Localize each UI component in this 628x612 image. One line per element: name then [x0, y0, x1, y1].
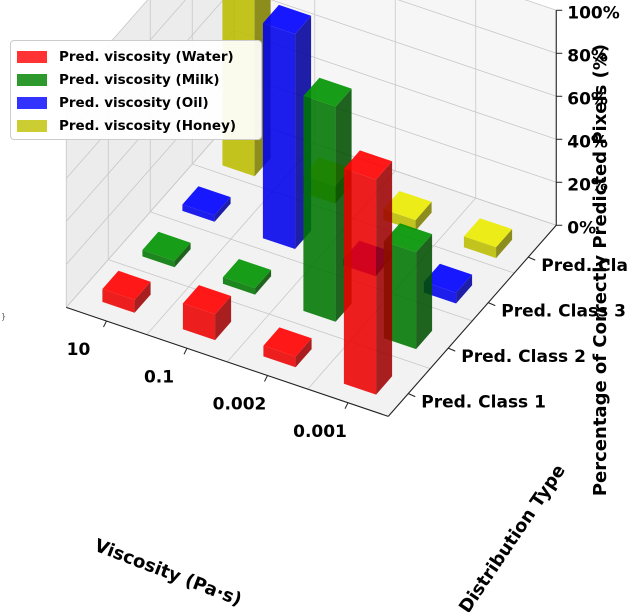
bar-face-top [383, 191, 432, 221]
y-tick-label: Pred. Class 4 [541, 256, 628, 276]
x-tick-label: 0.002 [213, 395, 267, 415]
bar-face-top [303, 77, 352, 107]
bar-face-side [376, 161, 393, 395]
z-tick-label: 80% [567, 46, 608, 66]
tick-labels: 0.001 0.002 0.1 10 Pred. Class 1 Pred. Class … [67, 3, 628, 441]
bar-face-top [463, 218, 513, 248]
legend-label-water: Pred. viscosity (Water) [59, 48, 234, 65]
bar-face-front [343, 168, 377, 395]
bar [222, 259, 272, 295]
legend-swatch-oil [17, 96, 47, 109]
bar-face-top [102, 270, 151, 300]
y-tick-mark [408, 393, 416, 398]
bar-face-top [343, 150, 393, 180]
bar-face-top [423, 263, 473, 293]
bar [102, 270, 151, 313]
legend-item-water: Pred. viscosity (Water) [17, 45, 255, 68]
bar-face-side [174, 242, 191, 268]
bar [182, 186, 231, 222]
z-tick-label: 0% [567, 218, 596, 238]
bar-face-front [262, 23, 296, 250]
bar [142, 231, 191, 268]
bar-face-front [463, 236, 497, 259]
y-tick-label: Pred. Class 1 [421, 393, 546, 413]
x-tick-mark [183, 348, 188, 355]
x-tick-label: 10 [67, 340, 91, 360]
bar-face-side [255, 269, 272, 295]
z-tick-label: 20% [567, 175, 608, 195]
y-tick-label: Pred. Class 3 [501, 302, 626, 322]
y-tick-mark [488, 302, 496, 307]
bar [182, 285, 232, 341]
bar [343, 150, 393, 395]
x-tick-mark [103, 320, 107, 328]
axes-lines [66, 9, 563, 417]
stray-mark: } [1, 312, 7, 321]
bar-face-side [134, 281, 151, 313]
legend-label-honey: Pred. viscosity (Honey) [59, 117, 237, 134]
bar-face-front [142, 250, 175, 268]
legend-label-milk: Pred. viscosity (Milk) [59, 71, 220, 88]
bar-face-top [383, 223, 433, 253]
bar [463, 218, 513, 259]
bar-face-side [416, 234, 433, 350]
legend: Pred. viscosity (Water) Pred. viscosity … [10, 40, 262, 140]
bar-face-front [182, 303, 216, 341]
legend-item-oil: Pred. viscosity (Oil) [17, 91, 255, 114]
bar-face-front [303, 95, 336, 322]
bar-face-top [263, 327, 312, 357]
bar-face-side [415, 201, 432, 231]
x-axis-label: Viscosity (Pa·s) [91, 535, 244, 610]
bar-face-side [456, 274, 473, 304]
legend-item-honey: Pred. viscosity (Honey) [17, 114, 255, 137]
z-axis-label: Percentage of Correctly Predicted Pixels… [590, 44, 611, 496]
y-axis-label: Distribution Type [455, 461, 570, 612]
bar-face-top [222, 259, 272, 289]
y-tick-label: Pred. Class 2 [461, 347, 586, 367]
legend-swatch-milk [17, 73, 47, 86]
z-grid-line [65, 0, 557, 93]
y-tick-mark [448, 347, 456, 352]
legend-swatch-water [17, 50, 47, 63]
y-tick-mark [528, 256, 536, 261]
x-axis-line [66, 306, 389, 417]
bar-face-front [222, 277, 256, 295]
z-tick-label: 60% [567, 89, 608, 109]
legend-item-milk: Pred. viscosity (Milk) [17, 68, 255, 91]
bar-face-side [215, 296, 232, 341]
z-tick-label: 40% [567, 132, 608, 152]
bar-face-top [182, 285, 232, 315]
x-tick-mark [344, 402, 349, 409]
x-tick-label: 0.001 [293, 422, 347, 442]
z-tick-label: 100% [567, 3, 620, 23]
bar-face-front [263, 345, 296, 368]
bar-face-top [262, 4, 312, 35]
x-tick-mark [264, 375, 268, 382]
bar-face-side [214, 197, 231, 222]
bar-face-top [182, 186, 231, 216]
legend-label-oil: Pred. viscosity (Oil) [59, 94, 209, 111]
bar-face-side [496, 229, 513, 259]
legend-swatch-honey [17, 119, 47, 132]
bar-face-front [102, 289, 135, 313]
bar [263, 327, 312, 368]
bar-face-top [142, 231, 191, 261]
bar-face-front [182, 204, 215, 222]
bar-face-side [295, 338, 312, 368]
x-tick-label: 0.1 [144, 367, 174, 387]
